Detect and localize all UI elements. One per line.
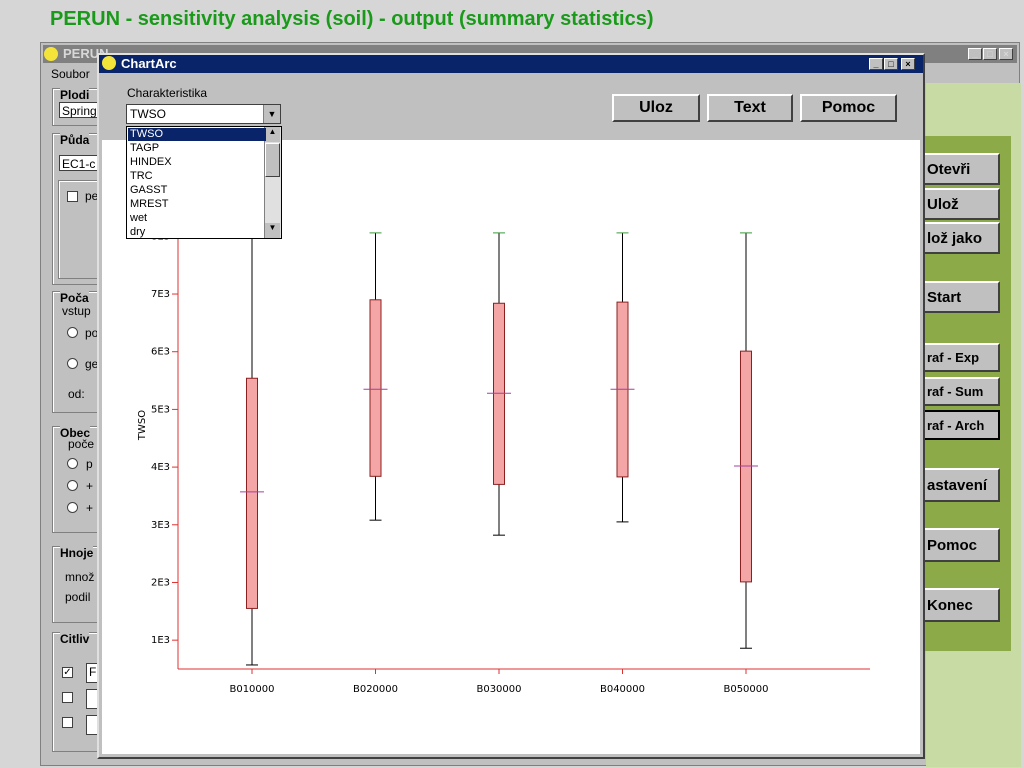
chart: 1E32E33E34E35E36E37E38E3TWSOB010000B0200… — [102, 140, 920, 754]
app-icon — [102, 56, 116, 70]
menu-item[interactable]: Soubor — [51, 67, 90, 81]
y-tick-label: 6E3 — [151, 347, 170, 358]
x-tick-label: B050000 — [723, 684, 768, 695]
y-tick-label: 5E3 — [151, 404, 170, 415]
chart-title-bar: ChartArc _ □ × — [99, 55, 923, 73]
radio[interactable] — [67, 480, 78, 491]
y-tick-label: 3E3 — [151, 520, 170, 531]
app-icon — [44, 47, 58, 61]
x-tick-label: B040000 — [600, 684, 645, 695]
option: + — [86, 479, 94, 493]
button[interactable]: Uloz — [612, 94, 700, 122]
box — [493, 302, 505, 485]
y-tick-label: 2E3 — [151, 577, 170, 588]
window-title: ChartArc — [121, 56, 177, 71]
group-label: Plodi — [60, 88, 90, 102]
radio[interactable] — [67, 502, 78, 513]
selector-label: Charakteristika — [127, 86, 208, 100]
box — [740, 350, 752, 583]
button[interactable]: raf - Arch — [922, 410, 1000, 440]
selector[interactable]: TWSO ▼ — [126, 104, 281, 124]
selected-option: TWSO — [130, 107, 166, 121]
button[interactable]: Start — [922, 281, 1000, 313]
x-tick-label: B010000 — [229, 684, 274, 695]
option: poče — [68, 437, 95, 451]
dropdown-option[interactable]: wet — [130, 212, 148, 224]
dropdown-option[interactable]: GASST — [130, 184, 168, 196]
radio[interactable] — [67, 327, 78, 338]
checkbox[interactable]: ✓ — [62, 667, 73, 678]
y-tick-label: 1E3 — [151, 635, 170, 646]
dropdown-option[interactable]: TAGP — [130, 142, 160, 154]
x-tick-label: B020000 — [353, 684, 398, 695]
dropdown-option[interactable]: dry — [130, 226, 146, 238]
button[interactable]: astavení — [922, 468, 1000, 502]
field[interactable]: EC1-c — [59, 155, 109, 171]
radio[interactable] — [67, 458, 78, 469]
x-tick-label: B030000 — [476, 684, 521, 695]
minimize[interactable]: _ — [968, 48, 982, 60]
button[interactable]: raf - Sum — [922, 377, 1000, 406]
y-tick-label: 4E3 — [151, 462, 170, 473]
maximize[interactable]: □ — [983, 48, 997, 60]
button[interactable]: Pomoc — [800, 94, 897, 122]
y-tick-label: 7E3 — [151, 289, 170, 300]
button[interactable]: Pomoc — [922, 528, 1000, 562]
group-label: Obec — [60, 426, 91, 440]
dropdown-button[interactable]: ▼ — [263, 105, 280, 123]
close[interactable]: × — [999, 48, 1013, 60]
y-axis-label: TWSO — [137, 410, 148, 441]
button[interactable]: Konec — [922, 588, 1000, 622]
dropdown-list: ▲ ▼ TWSO TAGP HINDEX TRC GASST MREST wet dry — [126, 126, 282, 239]
checkbox[interactable] — [62, 717, 73, 728]
page-title: PERUN - sensitivity analysis (soil) - ou… — [50, 8, 654, 30]
option: + — [86, 501, 94, 515]
option: vstup — [62, 304, 91, 318]
box — [369, 299, 382, 477]
scroll-up[interactable]: ▲ — [265, 127, 280, 142]
scrollbar[interactable]: ▲ ▼ — [264, 127, 281, 238]
group-label: Hnoje — [60, 546, 94, 560]
dropdown-option[interactable]: TWSO — [128, 128, 266, 141]
minimize[interactable]: _ — [869, 58, 883, 70]
maximize[interactable]: □ — [884, 58, 898, 70]
group-label: Půda — [60, 133, 90, 147]
button[interactable]: raf - Exp — [922, 343, 1000, 372]
option: p — [86, 457, 93, 471]
button[interactable]: Text — [707, 94, 793, 122]
option: množ — [65, 570, 95, 584]
dropdown-option[interactable]: MREST — [130, 198, 169, 210]
option: pe — [85, 189, 99, 203]
box — [246, 377, 258, 609]
scroll-down[interactable]: ▼ — [265, 223, 280, 238]
button[interactable]: lož jako — [922, 222, 1000, 254]
option: ge — [85, 357, 99, 371]
checkbox[interactable] — [62, 692, 73, 703]
button[interactable]: Otevři — [922, 153, 1000, 185]
checkbox[interactable] — [67, 191, 78, 202]
close[interactable]: × — [901, 58, 915, 70]
group-label: Citliv — [60, 632, 90, 646]
scroll-thumb[interactable] — [265, 143, 280, 177]
group-label: Poča — [60, 291, 89, 305]
chart-window: ChartArc _ □ × Charakteristika TWSO ▼ Ul… — [97, 53, 925, 759]
option: podil — [65, 590, 91, 604]
option: po — [85, 326, 99, 340]
button[interactable]: Ulož — [922, 188, 1000, 220]
radio[interactable] — [67, 358, 78, 369]
dropdown-option[interactable]: TRC — [130, 170, 153, 182]
option: od: — [68, 387, 85, 401]
dropdown-option[interactable]: HINDEX — [130, 156, 172, 168]
